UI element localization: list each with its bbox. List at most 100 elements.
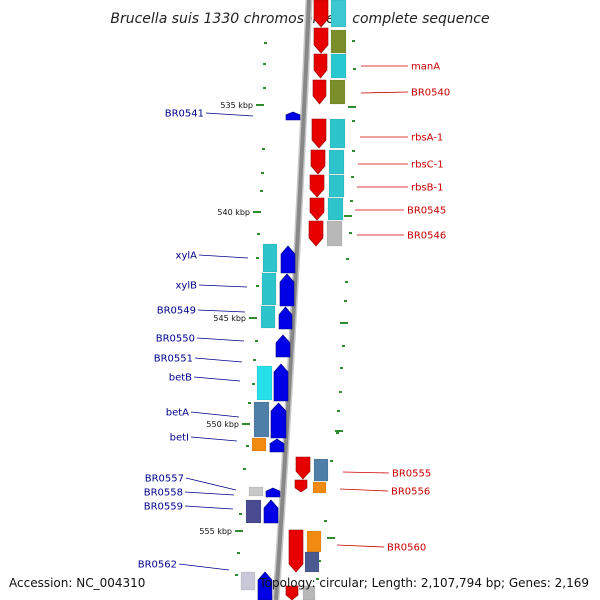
reverse-gene-label: BR0557: [145, 474, 184, 485]
forward-gene-label: BR0556: [391, 487, 430, 498]
forward-label-leader: [339, 488, 389, 492]
reverse-label-leader: [184, 505, 234, 510]
reverse-gene-arrow: [270, 402, 287, 439]
forward-cog-block: [306, 530, 322, 553]
reverse-gene-label: BR0550: [156, 334, 195, 345]
forward-cog-block: [330, 29, 347, 54]
forward-gene-label: BR0546: [407, 231, 446, 242]
forward-gene-label: rbsA-1: [411, 133, 443, 144]
scale-label: 540 kbp: [217, 208, 250, 217]
reverse-cog-block: [248, 486, 264, 497]
major-tick: [235, 530, 243, 532]
forward-gene-arrow: [311, 118, 327, 149]
minor-tick: [256, 285, 259, 287]
major-tick: [340, 322, 348, 324]
forward-gene-arrow: [295, 456, 311, 480]
forward-cog-block: [328, 149, 345, 175]
reverse-cog-block: [256, 365, 273, 401]
forward-cog-block: [313, 458, 329, 482]
reverse-gene-label: BR0541: [165, 109, 204, 120]
reverse-label-leader: [194, 357, 243, 363]
forward-gene-arrow: [313, 0, 329, 28]
minor-tick: [330, 460, 333, 462]
major-tick: [249, 317, 257, 319]
reverse-label-leader: [190, 436, 238, 442]
minor-tick: [252, 383, 255, 385]
forward-gene-arrow: [313, 53, 328, 79]
reverse-label-leader: [193, 376, 241, 382]
minor-tick: [235, 574, 238, 576]
forward-gene-arrow: [288, 529, 304, 573]
reverse-cog-block: [253, 401, 270, 438]
minor-tick: [237, 552, 240, 554]
forward-gene-label: manA: [411, 62, 440, 73]
reverse-gene-label: BR0549: [157, 306, 196, 317]
forward-cog-block: [329, 79, 346, 105]
forward-cog-block: [302, 585, 316, 600]
reverse-label-leader: [185, 477, 237, 491]
minor-tick: [324, 520, 327, 522]
accession-text: Accession: NC_004310: [9, 576, 145, 590]
major-tick: [327, 537, 335, 539]
minor-tick: [346, 258, 349, 260]
forward-cog-block: [330, 53, 347, 79]
reverse-cog-block: [240, 571, 256, 591]
major-tick: [344, 215, 352, 217]
forward-gene-arrow: [310, 149, 326, 175]
minor-tick: [339, 391, 342, 393]
forward-gene-arrow: [309, 197, 325, 221]
minor-tick: [352, 120, 355, 122]
reverse-label-leader: [197, 309, 246, 313]
features-layer: [240, 0, 347, 600]
reverse-gene-arrow: [278, 306, 293, 330]
reverse-gene-arrow: [285, 111, 301, 121]
reverse-gene-arrow: [279, 273, 295, 307]
forward-cog-block: [327, 197, 344, 221]
major-tick: [242, 423, 250, 425]
reverse-label-leader: [190, 411, 240, 418]
reverse-gene-arrow: [269, 438, 285, 453]
major-tick: [348, 106, 356, 108]
minor-tick: [353, 68, 356, 70]
reverse-label-leader: [184, 491, 235, 496]
minor-tick: [345, 281, 348, 283]
minor-tick: [243, 468, 246, 470]
forward-gene-label: rbsC-1: [411, 160, 444, 171]
minor-tick: [337, 410, 340, 412]
reverse-label-leader: [205, 112, 254, 117]
scale-label: 535 kbp: [220, 101, 253, 110]
minor-tick: [318, 560, 321, 562]
minor-tick: [263, 87, 266, 89]
minor-tick: [316, 578, 319, 580]
scale-label: 545 kbp: [213, 314, 246, 323]
minor-tick: [262, 148, 265, 150]
reverse-gene-arrow: [257, 571, 273, 600]
minor-tick: [342, 345, 345, 347]
minor-tick: [351, 176, 354, 178]
forward-label-leader: [336, 544, 385, 548]
minor-tick: [340, 367, 343, 369]
major-tick: [253, 211, 261, 213]
reverse-gene-label: betA: [166, 408, 189, 419]
reverse-cog-block: [251, 437, 267, 452]
forward-gene-arrow: [285, 585, 299, 600]
forward-gene-arrow: [308, 220, 324, 247]
forward-gene-label: BR0555: [392, 469, 431, 480]
reverse-label-leader: [198, 284, 248, 288]
minor-tick: [350, 200, 353, 202]
ticks-layer: 535 kbp 540 kbp 545 kbp 550 kbp 555 kbp: [199, 40, 356, 580]
minor-tick: [264, 42, 267, 44]
forward-cog-block: [329, 118, 346, 149]
forward-label-leader: [360, 91, 409, 94]
reverse-gene-label: BR0559: [144, 502, 183, 513]
reverse-gene-label: xylA: [176, 251, 198, 262]
reverse-gene-label: BR0562: [138, 560, 177, 571]
scale-label: 555 kbp: [199, 527, 232, 536]
reverse-gene-label: betB: [169, 373, 192, 384]
reverse-cog-block: [261, 272, 277, 306]
minor-tick: [260, 190, 263, 192]
reverse-cog-block: [245, 499, 262, 524]
forward-cog-block: [328, 174, 345, 198]
reverse-label-leader: [178, 563, 230, 571]
